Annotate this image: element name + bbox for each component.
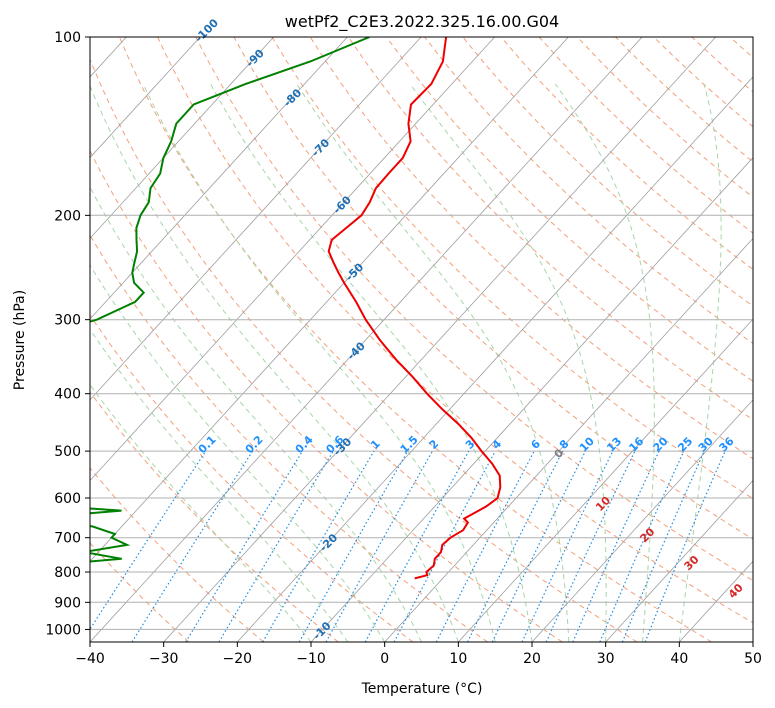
x-tick-label: 50 — [744, 651, 762, 667]
y-tick-label: 400 — [54, 387, 81, 403]
mixing-ratio-line — [621, 450, 705, 642]
dry-adiabat — [90, 149, 563, 642]
isotherm — [458, 318, 753, 642]
x-tick-label: 20 — [523, 651, 541, 667]
x-axis-ticks: −40 −30 −20 −10 0 10 20 30 40 50 — [75, 642, 762, 667]
x-tick-label: −30 — [149, 651, 179, 667]
moist-adiabat — [90, 84, 459, 642]
dry-adiabat — [462, 37, 753, 307]
x-tick-label: −10 — [296, 651, 326, 667]
moist-adiabat — [90, 383, 312, 642]
dry-adiabat — [90, 234, 488, 642]
x-tick-label: −40 — [75, 651, 105, 667]
dry-adiabat — [386, 37, 753, 382]
isotherm — [531, 399, 753, 642]
isotherm — [90, 37, 569, 562]
mixing-ratio-line — [364, 450, 470, 642]
y-tick-label: 600 — [54, 491, 81, 507]
y-axis-label: Pressure (hPa) — [12, 290, 28, 390]
isotherm — [384, 237, 753, 642]
isotherm — [90, 37, 422, 401]
dry-adiabat — [347, 37, 753, 421]
mixing-ratio-line — [185, 450, 304, 642]
plot-background — [90, 37, 753, 642]
dry-adiabat — [271, 37, 753, 500]
isotherm — [310, 157, 753, 642]
dry-adiabat — [157, 37, 753, 624]
isotherm — [90, 37, 643, 642]
y-tick-label: 900 — [54, 595, 81, 611]
x-tick-label: −20 — [223, 651, 253, 667]
chart-title: wetPf2_C2E3.2022.325.16.00.G04 — [285, 12, 559, 32]
y-tick-label: 500 — [54, 444, 81, 460]
y-tick-label: 100 — [54, 30, 81, 46]
isotherm — [90, 37, 495, 482]
moist-adiabat — [142, 83, 496, 642]
dewpoint-profile — [90, 37, 370, 563]
isotherm — [90, 37, 201, 159]
mixing-ratio-line — [466, 450, 564, 642]
mixing-ratio-line — [90, 450, 207, 631]
mixing-ratio-line — [131, 450, 254, 642]
isotherm — [237, 76, 753, 642]
y-tick-label: 200 — [54, 208, 81, 224]
profile-lines — [90, 37, 502, 580]
isotherm — [90, 37, 274, 239]
x-tick-label: 0 — [380, 651, 389, 667]
x-axis-label: Temperature (°C) — [361, 681, 483, 697]
y-tick-label: 1000 — [45, 622, 81, 638]
y-axis-ticks: 100 200 300 400 500 600 700 800 900 1000 — [45, 30, 90, 638]
y-tick-label: 800 — [54, 565, 81, 581]
isotherm — [752, 641, 753, 642]
y-tick-label: 700 — [54, 531, 81, 547]
moist-adiabat — [210, 83, 533, 642]
dry-adiabat — [90, 467, 264, 642]
x-tick-label: 40 — [670, 651, 688, 667]
background-lines — [90, 37, 775, 642]
moist-adiabat — [90, 185, 422, 642]
isotherm — [605, 479, 753, 642]
dry-adiabat — [195, 37, 753, 582]
temperature-profile — [327, 37, 502, 580]
mixing-ratio-line — [599, 450, 685, 642]
plot-frame — [89, 36, 754, 643]
isotherm — [163, 37, 716, 642]
moist-adiabat — [554, 83, 655, 642]
isotherm — [90, 37, 348, 320]
mixing-ratio-line — [644, 450, 726, 642]
x-tick-label: 30 — [597, 651, 615, 667]
mixing-ratio-line — [325, 450, 434, 642]
x-tick-label: 10 — [449, 651, 467, 667]
y-tick-label: 300 — [54, 313, 81, 329]
dry-adiabat — [768, 37, 775, 642]
mixing-ratio-line — [572, 450, 660, 642]
